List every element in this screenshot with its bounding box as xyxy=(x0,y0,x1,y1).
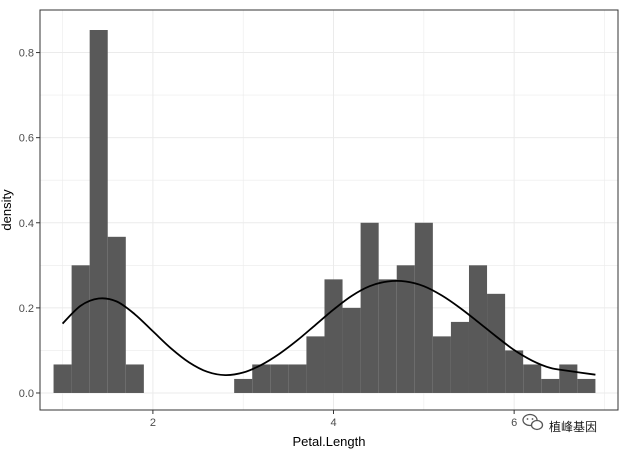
histogram-bar xyxy=(360,222,379,393)
histogram-bar xyxy=(468,265,488,393)
wechat-icon xyxy=(522,413,544,431)
histogram-bar xyxy=(89,30,108,393)
x-tick-label: 6 xyxy=(511,417,517,429)
y-tick-label: 0.2 xyxy=(19,303,34,315)
histogram-bar xyxy=(378,279,397,393)
histogram-bar xyxy=(53,364,72,393)
histogram-bar xyxy=(432,336,451,393)
histogram-bar xyxy=(559,364,578,393)
panel-border xyxy=(39,9,619,411)
x-tick-label: 4 xyxy=(330,417,336,429)
x-tick-label: 2 xyxy=(150,417,156,429)
histogram-bar xyxy=(577,378,596,393)
y-tick-label: 0.4 xyxy=(19,218,34,230)
axis-ticks: 2 4 6 0.0 0.2 0.4 0.6 0.8 xyxy=(19,48,518,429)
watermark-text: 植峰基因 xyxy=(549,419,597,434)
histogram-bar xyxy=(396,265,415,393)
density-curve xyxy=(61,280,596,377)
histogram-bars xyxy=(53,30,596,393)
histogram-bar xyxy=(523,364,542,393)
histogram-bar xyxy=(324,279,343,393)
grid-lines xyxy=(40,10,618,410)
histogram-bar xyxy=(125,364,144,393)
histogram-bar xyxy=(450,321,469,393)
histogram-bar xyxy=(505,350,524,393)
histogram-bar xyxy=(252,364,271,393)
histogram-bar xyxy=(342,307,361,393)
histogram-bar xyxy=(306,336,325,393)
histogram-bar xyxy=(234,378,253,393)
histogram-bar xyxy=(541,378,560,393)
y-tick-label: 0.8 xyxy=(19,48,34,60)
histogram-bar xyxy=(270,364,289,393)
histogram-bar xyxy=(107,236,126,393)
histogram-bar xyxy=(414,222,433,393)
y-tick-label: 0.6 xyxy=(19,133,34,145)
histogram-bar xyxy=(288,364,307,393)
y-tick-label: 0.0 xyxy=(19,388,34,400)
x-axis-title: Petal.Length xyxy=(292,434,365,449)
watermark: 植峰基因 xyxy=(522,413,597,434)
y-axis-title: density xyxy=(0,189,14,231)
histogram-bar xyxy=(487,293,506,393)
histogram-bar xyxy=(71,265,90,393)
